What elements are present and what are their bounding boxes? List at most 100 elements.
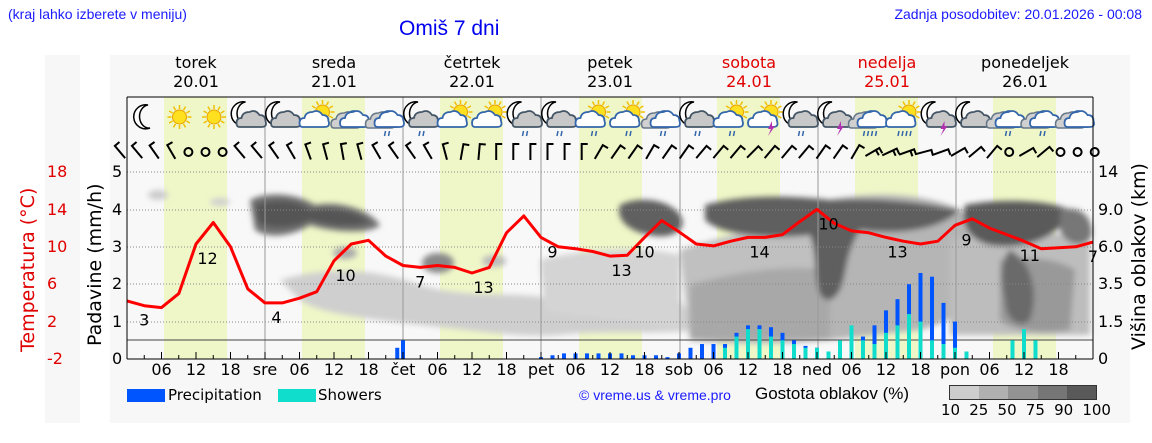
bar: [907, 314, 911, 359]
x-tick-label: 06: [289, 360, 310, 379]
bar: [1022, 329, 1026, 359]
credit-link[interactable]: © vreme.us & vreme.pro: [579, 387, 731, 403]
cloud-rain-icon: [985, 110, 1026, 137]
wind-barb-icon: [477, 142, 486, 161]
moon-cloud-icon: [265, 101, 302, 128]
bar: [619, 353, 624, 359]
x-tick-label: 18: [1048, 360, 1069, 379]
wind-barb-icon: [593, 143, 609, 160]
cloud-density-field: [148, 190, 1092, 344]
x-tick-label: ned: [801, 360, 833, 379]
cloud-height-tick: 9.0: [1098, 200, 1124, 219]
sun-icon: [202, 105, 226, 129]
wind-barb-icon: [546, 143, 554, 160]
wind-barb-icon: [113, 141, 126, 159]
wind-barb-icon: [285, 141, 296, 160]
x-tick-label: 12: [461, 360, 483, 379]
moon-cloud-rain-icon: [506, 101, 543, 137]
bar: [734, 336, 739, 359]
x-tick-label: 06: [151, 360, 172, 379]
day-label-weekend: nedelja 25.01: [857, 53, 917, 91]
temperature-line: [126, 207, 1094, 310]
bar: [780, 340, 785, 359]
bar: [803, 347, 808, 359]
wind-barb-icon: [304, 141, 312, 160]
wind-barb-icon: [387, 141, 400, 160]
precip-tick: 3: [112, 237, 123, 256]
x-tick-label: 12: [599, 360, 621, 379]
colorbar-tick: 50: [997, 401, 1017, 419]
bar: [872, 344, 877, 359]
colorbar-tick: 10: [941, 401, 961, 419]
wind-barb-icon: [356, 141, 364, 160]
day-label: sreda 21.01: [311, 53, 357, 91]
page-title: Omiš 7 dni: [399, 17, 500, 40]
x-tick-label: 06: [979, 360, 1000, 379]
bar: [930, 276, 934, 359]
cloud-height-tick: 3.5: [1098, 274, 1124, 293]
wind-barb-icon: [798, 144, 815, 159]
colorbar-tick: 100: [1082, 401, 1111, 419]
moon-cloud-icon: [230, 101, 267, 128]
sun-cloud-icon: [298, 100, 335, 128]
moon-cloud-rain-icon: [541, 101, 578, 137]
cloud-height-tick: 1.5: [1098, 312, 1124, 331]
colorbar-tick: 90: [1054, 401, 1074, 419]
x-tick-label: 06: [427, 360, 448, 379]
x-tick-label: 18: [496, 360, 517, 379]
wind-barb-icon: [130, 141, 144, 159]
temp-tick: 14: [47, 200, 68, 219]
precip-tick: 5: [112, 162, 123, 181]
wind-barb-icon: [627, 144, 644, 160]
day-label: petek 23.01: [587, 53, 633, 91]
showers-legend-label: Showers: [318, 386, 382, 404]
colorbar-swatch: [979, 386, 1009, 399]
cloud-density-ticks: 10 25 50 75 90 100: [941, 401, 1111, 419]
wind-barb-icon: [864, 146, 884, 157]
moon-thunder-icon: [920, 101, 957, 136]
bar: [631, 355, 635, 359]
temp-tick: 6: [47, 274, 58, 293]
wind-barb-icon: [645, 143, 660, 160]
calm-wind-icon: [200, 147, 211, 157]
wind-barb-icon: [339, 142, 347, 161]
bar: [769, 336, 773, 359]
temperature-value-label: 11: [1020, 246, 1040, 265]
bar: [585, 353, 589, 359]
x-tick-label: 18: [634, 360, 655, 379]
wind-barb-icon: [712, 144, 729, 159]
x-tick-label: 06: [565, 360, 586, 379]
bar: [711, 344, 716, 359]
sun-cloud-icon: [471, 100, 507, 128]
calm-wind-icon: [1089, 147, 1100, 157]
cloud-height-tick: 14: [1098, 162, 1119, 181]
weather-icons: [133, 100, 1095, 137]
wind-barb-icon: [695, 144, 712, 159]
precip-tick: 2: [112, 274, 123, 293]
bar: [953, 321, 957, 359]
bar: [964, 351, 969, 359]
cloud-height-tick: 0: [1098, 349, 1109, 368]
bar: [895, 325, 900, 359]
temp-tick: 10: [47, 237, 68, 256]
wind-barb-icon: [441, 141, 449, 160]
wind-barb-icon: [422, 141, 433, 160]
wind-barb-icon: [529, 143, 537, 160]
shower-bars: [723, 314, 1038, 359]
bar: [918, 272, 923, 359]
x-tick-label: pet: [527, 360, 555, 379]
precipitation-legend-swatch: [127, 389, 165, 402]
precip-tick: 0: [112, 349, 123, 368]
wind-barb-icon: [915, 148, 934, 156]
moon-cloud-rain-icon: [782, 101, 819, 137]
wind-barb-icon: [746, 144, 764, 159]
x-tick-label: čet: [390, 360, 416, 379]
colorbar-swatch: [1008, 386, 1038, 399]
bar: [688, 347, 693, 359]
x-tick-label: 18: [358, 360, 379, 379]
cloud-height-tick: 6.0: [1098, 237, 1124, 256]
bar: [562, 353, 566, 359]
wind-barb-icon: [580, 143, 588, 160]
day-label: ponedeljek 26.01: [981, 53, 1069, 91]
wind-barb-icon: [512, 143, 520, 160]
